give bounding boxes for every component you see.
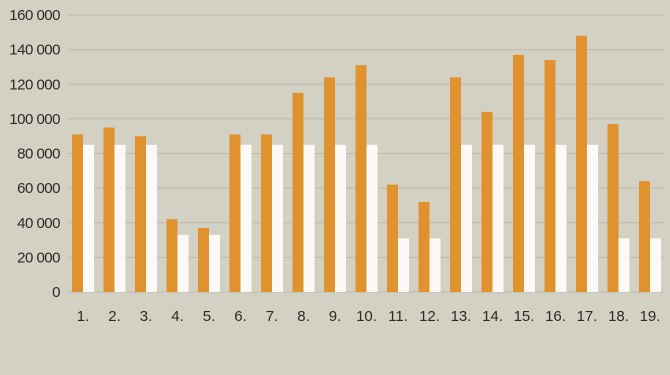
bar-series-2-16 xyxy=(555,144,567,292)
y-tick-label: 140 000 xyxy=(9,42,60,59)
bar-series-1-13 xyxy=(450,77,461,292)
x-tick-label: 8. xyxy=(297,308,310,325)
bar-series-2-19 xyxy=(650,238,661,292)
bar-series-1-18 xyxy=(607,124,619,292)
x-axis-tick-labels: 1. 2. 3. 4. 5. 6. 7. 8. 9. 10. 11. 12. 13. 14. 15. 16. 1… xyxy=(77,308,661,325)
bar-series-1-10 xyxy=(355,65,367,292)
bar-series-2-3 xyxy=(146,144,157,292)
bar-series-2-4 xyxy=(177,234,189,292)
bar-series-2-7 xyxy=(272,144,283,292)
bar-series-2-10 xyxy=(366,144,378,292)
x-tick-label: 18. xyxy=(608,308,629,325)
x-tick-label: 13. xyxy=(451,308,472,325)
bar-series-1-9 xyxy=(324,77,335,292)
x-tick-label: 16. xyxy=(545,308,566,325)
bar-series-2-17 xyxy=(587,144,598,292)
x-tick-label: 2. xyxy=(108,308,121,325)
bar-series-2-2 xyxy=(114,144,126,292)
bar-series-2-15 xyxy=(524,144,535,292)
bar-series-1-14 xyxy=(481,111,493,292)
y-tick-label: 120 000 xyxy=(9,76,60,93)
x-tick-label: 12. xyxy=(419,308,440,325)
bar-series-2-5 xyxy=(209,234,220,292)
x-tick-label: 15. xyxy=(514,308,535,325)
bar-series-1-12 xyxy=(418,201,430,292)
x-tick-label: 5. xyxy=(203,308,216,325)
bar-series-2-8 xyxy=(303,144,315,292)
y-axis-tick-labels: 0 20 000 40 000 60 000 80 000 100 000 120 000 1… xyxy=(9,7,60,301)
bar-series-1-19 xyxy=(639,181,650,292)
bar-series-1-15 xyxy=(513,54,524,292)
bar-series-1-2 xyxy=(103,127,115,292)
y-tick-label: 20 000 xyxy=(17,249,60,266)
bar-series-2-11 xyxy=(398,238,409,292)
bar-series-2-6 xyxy=(240,144,252,292)
y-tick-label: 80 000 xyxy=(17,146,60,163)
x-tick-label: 19. xyxy=(640,308,661,325)
bar-series-1-16 xyxy=(544,60,556,293)
bar-series-1-17 xyxy=(576,35,587,293)
bar-series-2-13 xyxy=(461,144,472,292)
bar-series-2-9 xyxy=(335,144,346,292)
bar-series-2-18 xyxy=(618,238,630,292)
x-tick-label: 6. xyxy=(234,308,247,325)
bar-series-1-8 xyxy=(292,92,304,292)
y-tick-label: 40 000 xyxy=(17,215,60,232)
x-tick-label: 7. xyxy=(266,308,279,325)
bar-series-1-5 xyxy=(198,227,209,292)
x-tick-label: 9. xyxy=(329,308,342,325)
y-tick-label: 160 000 xyxy=(9,7,60,24)
x-tick-label: 14. xyxy=(482,308,503,325)
bar-series-2-14 xyxy=(492,144,504,292)
x-tick-label: 17. xyxy=(577,308,598,325)
x-tick-label: 4. xyxy=(171,308,184,325)
x-tick-label: 1. xyxy=(77,308,90,325)
bar-series-1-6 xyxy=(229,134,241,292)
bar-series-1-3 xyxy=(135,136,146,292)
bar-series-2-12 xyxy=(429,238,441,292)
bar-series-1-7 xyxy=(261,134,272,292)
x-tick-label: 3. xyxy=(140,308,153,325)
x-tick-label: 10. xyxy=(356,308,377,325)
bar-series-2-1 xyxy=(83,144,94,292)
y-tick-label: 0 xyxy=(52,284,60,301)
bar-series-1-1 xyxy=(72,134,83,292)
x-tick-label: 11. xyxy=(388,308,408,325)
bars xyxy=(72,35,661,293)
y-tick-label: 60 000 xyxy=(17,180,60,197)
bar-series-1-11 xyxy=(387,184,398,292)
bar-series-1-4 xyxy=(166,219,178,292)
y-tick-label: 100 000 xyxy=(9,111,60,128)
